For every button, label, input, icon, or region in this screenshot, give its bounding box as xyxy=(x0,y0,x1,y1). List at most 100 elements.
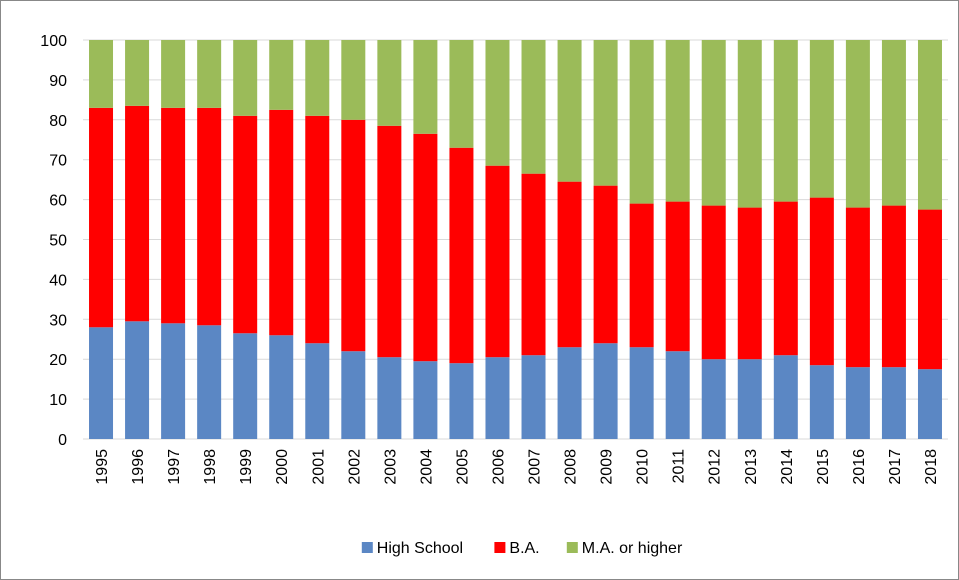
bar-segment xyxy=(593,185,618,344)
bar-segment xyxy=(377,40,402,126)
y-tick-label: 30 xyxy=(49,312,67,329)
x-tick-label: 2004 xyxy=(418,449,435,485)
bar-segment xyxy=(701,205,726,360)
bar-segment xyxy=(809,40,834,198)
bar-segment xyxy=(341,119,366,352)
x-tick-label: 2009 xyxy=(599,449,616,485)
x-tick-label: 2003 xyxy=(382,449,399,485)
bar-segment xyxy=(485,40,510,166)
bar-segment xyxy=(305,343,330,439)
y-tick-label: 40 xyxy=(49,272,67,289)
bar-segment xyxy=(701,359,726,439)
bar-segment xyxy=(593,343,618,439)
bar-segment xyxy=(233,333,258,439)
legend-label: B.A. xyxy=(509,540,539,557)
bar-segment xyxy=(665,40,690,202)
bar-segment xyxy=(449,40,474,148)
bar-segment xyxy=(125,321,150,439)
bar-segment xyxy=(557,347,582,439)
y-tick-label: 20 xyxy=(49,352,67,369)
bar-segment xyxy=(125,105,150,322)
x-tick-label: 2001 xyxy=(310,449,327,485)
bar-segment xyxy=(845,207,870,368)
bar-segment xyxy=(233,115,258,334)
bar-segment xyxy=(521,40,546,174)
bar-segment xyxy=(197,325,222,439)
bar-segment xyxy=(413,361,438,439)
bar-segment xyxy=(89,327,114,439)
x-tick-label: 1998 xyxy=(202,449,219,485)
bar-segment xyxy=(737,207,762,360)
x-tick-label: 2014 xyxy=(779,449,796,485)
bar-segment xyxy=(449,363,474,439)
bar-segment xyxy=(341,351,366,439)
bar-segment xyxy=(413,40,438,134)
x-tick-label: 2010 xyxy=(635,449,652,485)
bar-segment xyxy=(161,107,186,324)
bar-segment xyxy=(269,109,294,336)
bar-segment xyxy=(269,40,294,110)
bar-segment xyxy=(917,40,942,210)
y-tick-label: 70 xyxy=(49,153,67,170)
bar-segment xyxy=(233,40,258,116)
x-tick-label: 2006 xyxy=(490,449,507,485)
legend-swatch xyxy=(494,542,506,553)
bar-segment xyxy=(377,125,402,358)
x-tick-label: 1997 xyxy=(166,449,183,485)
y-tick-label: 0 xyxy=(58,432,67,449)
bar-segment xyxy=(305,40,330,116)
bar-segment xyxy=(881,367,906,439)
bar-segment xyxy=(521,355,546,439)
bar-segment xyxy=(557,181,582,348)
bar-segment xyxy=(845,40,870,208)
bar-segment xyxy=(917,209,942,370)
x-tick-label: 2016 xyxy=(851,449,868,485)
bar-segment xyxy=(125,40,150,106)
y-tick-label: 80 xyxy=(49,113,67,130)
x-tick-label: 2017 xyxy=(887,449,904,485)
bar-segment xyxy=(809,365,834,439)
x-tick-label: 1999 xyxy=(238,449,255,485)
x-tick-label: 1995 xyxy=(94,449,111,485)
bar-segment xyxy=(593,40,618,186)
bar-segment xyxy=(89,107,114,328)
bar-segment xyxy=(485,357,510,439)
bar-segment xyxy=(665,351,690,439)
bar-segment xyxy=(773,355,798,439)
y-tick-label: 90 xyxy=(49,73,67,90)
bar-segment xyxy=(557,40,582,182)
bar-segment xyxy=(665,201,690,352)
bar-segment xyxy=(341,40,366,120)
x-tick-label: 2007 xyxy=(527,449,544,485)
bar-segment xyxy=(413,133,438,362)
bar-segment xyxy=(161,40,186,108)
bar-segment xyxy=(701,40,726,206)
legend-swatch xyxy=(361,542,373,553)
x-tick-label: 2018 xyxy=(923,449,940,485)
bar-segment xyxy=(737,359,762,439)
bar-segment xyxy=(629,347,654,439)
x-tick-label: 2008 xyxy=(563,449,580,485)
bar-segment xyxy=(449,147,474,364)
bar-segment xyxy=(629,203,654,348)
y-tick-label: 100 xyxy=(40,33,67,50)
bar-segment xyxy=(377,357,402,439)
y-tick-label: 50 xyxy=(49,233,67,250)
bar-segment xyxy=(845,367,870,439)
x-tick-label: 2002 xyxy=(346,449,363,485)
x-tick-label: 1996 xyxy=(130,449,147,485)
bar-segment xyxy=(629,40,654,204)
y-tick-label: 10 xyxy=(49,392,67,409)
legend-swatch xyxy=(566,542,578,553)
x-tick-label: 2011 xyxy=(671,449,688,484)
bar-segment xyxy=(773,40,798,202)
bar-segment xyxy=(881,40,906,206)
legend-label: High School xyxy=(377,540,463,557)
x-tick-label: 2015 xyxy=(815,449,832,485)
bar-segment xyxy=(521,173,546,356)
bar-segment xyxy=(809,197,834,366)
y-tick-label: 60 xyxy=(49,193,67,210)
bar-segment xyxy=(197,107,222,326)
